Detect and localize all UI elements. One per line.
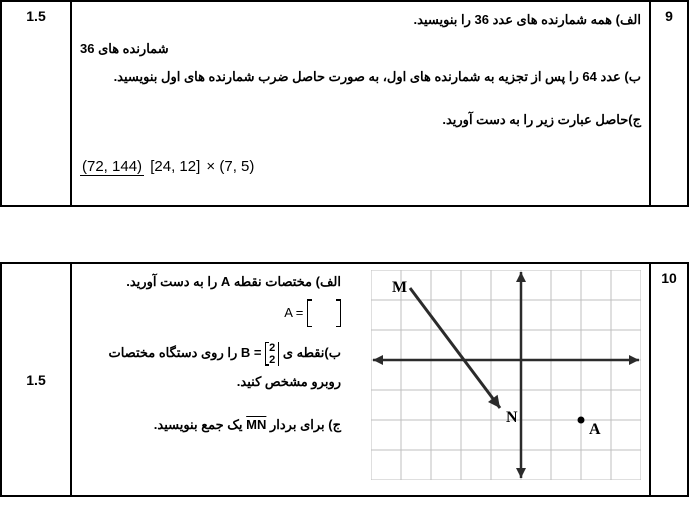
- q9-number-cell: 9: [650, 1, 688, 206]
- q10-b-bot: 2: [269, 354, 275, 366]
- q10-c-pre: ج) برای بردار: [266, 417, 341, 432]
- q9-score-cell: 1.5: [1, 1, 71, 206]
- q10-line-a: الف) مختصات نقطه A را به دست آورید.: [80, 270, 341, 295]
- q9-line-a: الف) همه شمارنده های عدد 36 را بنویسید.: [80, 8, 641, 33]
- q9-formula: (72, 144) [24, 12] × (7, 5): [80, 153, 641, 182]
- q10-line-b: ب)نقطه ی B = 22 را روی دستگاه مختصات: [80, 341, 341, 366]
- svg-text:A: A: [589, 421, 601, 438]
- q10-b-lhs: B =: [241, 345, 265, 360]
- q9-line-c: ج)حاصل عبارت زیر را به دست آورید.: [80, 108, 641, 133]
- svg-text:N: N: [506, 409, 518, 426]
- coordinate-grid: M N A: [371, 270, 641, 480]
- q9-frac-top: (72, 144): [80, 158, 144, 176]
- q10-b-pre: ب)نقطه ی: [279, 345, 341, 360]
- q10-line-c: ج) برای بردار MN یک جمع بنویسید.: [80, 413, 341, 438]
- q10-number-cell: 10: [650, 263, 688, 496]
- q10-b-top: 2: [269, 342, 275, 354]
- q10-b-vector: 22: [265, 342, 279, 366]
- q9-number: 9: [659, 8, 679, 24]
- q9-fraction: (72, 144) [24, 12]: [80, 153, 202, 182]
- q9-score: 1.5: [10, 8, 62, 24]
- q10-a-equation: A =: [80, 299, 341, 327]
- q9-gap: [80, 94, 641, 108]
- q9-factors-heading: شمارنده های 36: [80, 37, 641, 62]
- q10-grid-wrap: M N A: [371, 270, 641, 489]
- q9-formula-tail: × (7, 5): [202, 158, 254, 175]
- q10-b-eq: B = 22: [241, 341, 279, 366]
- q10-score: 1.5: [10, 372, 62, 388]
- q10-c-post: یک جمع بنویسید.: [154, 417, 243, 432]
- between-spacer: [0, 207, 689, 262]
- q10-a-prefix: A =: [284, 301, 303, 326]
- q10-b-post: را روی دستگاه مختصات: [108, 345, 237, 360]
- q10-line-b2: روبرو مشخص کنید.: [80, 370, 341, 395]
- question-9-table: 1.5 الف) همه شمارنده های عدد 36 را بنویس…: [0, 0, 689, 207]
- q9-frac-bot: [24, 12]: [148, 158, 202, 175]
- q10-empty-bracket: [307, 299, 341, 327]
- q9-content: الف) همه شمارنده های عدد 36 را بنویسید. …: [71, 1, 650, 206]
- question-10-table: 1.5 الف) مختصات نقطه A را به دست آورید. …: [0, 262, 689, 497]
- q9-line-b: ب) عدد 64 را پس از تجزیه به شمارنده های …: [80, 65, 641, 90]
- q9-bottom-pad: [80, 181, 641, 199]
- q10-number: 10: [659, 270, 679, 286]
- q10-mn: MN: [246, 413, 266, 438]
- q10-score-cell: 1.5: [1, 263, 71, 496]
- svg-text:M: M: [392, 279, 407, 296]
- q10-content: الف) مختصات نقطه A را به دست آورید. A = …: [71, 263, 650, 496]
- q10-text-column: الف) مختصات نقطه A را به دست آورید. A = …: [80, 270, 341, 441]
